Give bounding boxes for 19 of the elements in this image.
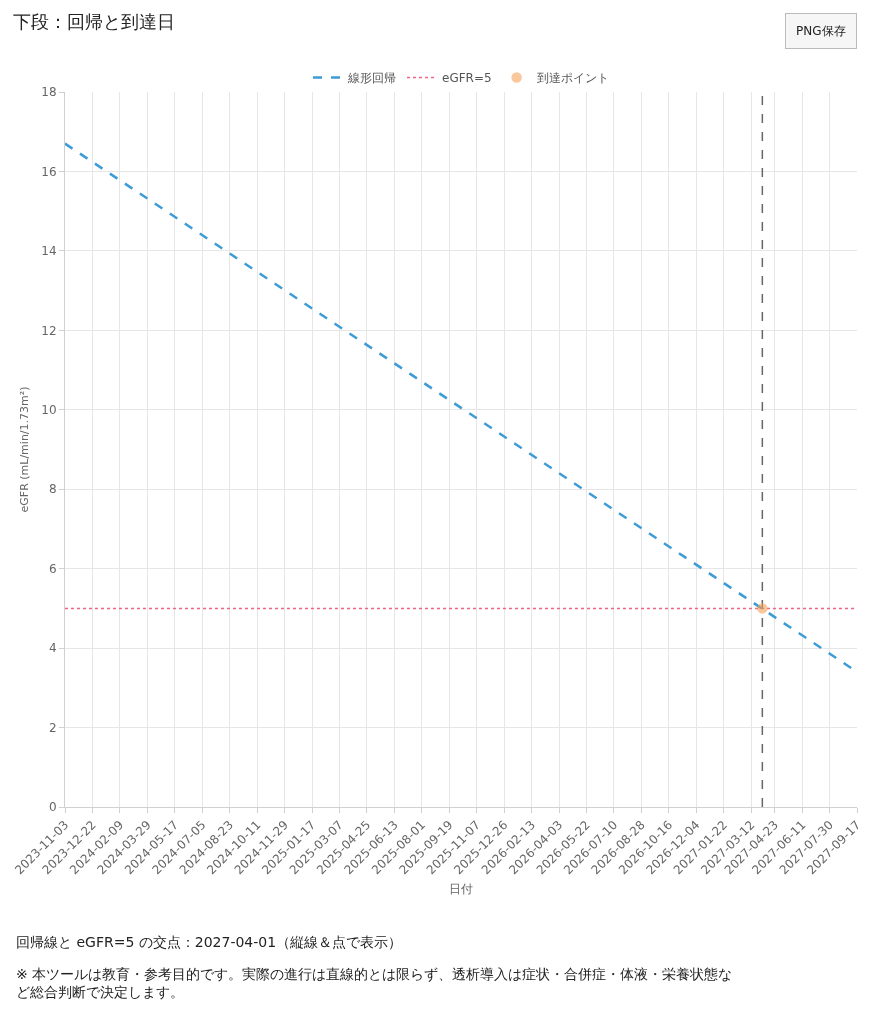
y-tick-label: 10	[41, 402, 57, 417]
y-tick-label: 4	[48, 641, 57, 656]
text: ※ 本ツールは教育・参考目的です。実際の進行は直線的とは限らず、透析導入は症状・合併症・体液・栄養状態など総合判断で決定します。	[16, 966, 733, 1001]
y-tick-label: 2	[48, 720, 57, 735]
legend-label: 線形回帰	[347, 71, 396, 86]
y-tick-label: 16	[41, 164, 57, 179]
y-tick-label: 6	[48, 561, 57, 576]
text: PNG保存	[796, 24, 846, 38]
y-tick-label: 18	[41, 85, 57, 100]
y-tick-label: 12	[41, 323, 57, 338]
x-axis-title: 日付	[449, 881, 473, 896]
text: 回帰線と eGFR=5 の交点：2027-04-01（縦線＆点で表示）	[16, 934, 403, 950]
y-tick-label: 14	[41, 244, 57, 259]
legend-label: eGFR=5	[442, 71, 492, 86]
chart-title: 下段：回帰と到達日	[13, 10, 176, 32]
y-tick-label: 0	[48, 800, 57, 815]
legend-label: 到達ポイント	[536, 71, 609, 86]
y-axis-title: eGFR (mL/min/1.73m²)	[17, 386, 31, 513]
y-tick-label: 8	[48, 482, 57, 497]
